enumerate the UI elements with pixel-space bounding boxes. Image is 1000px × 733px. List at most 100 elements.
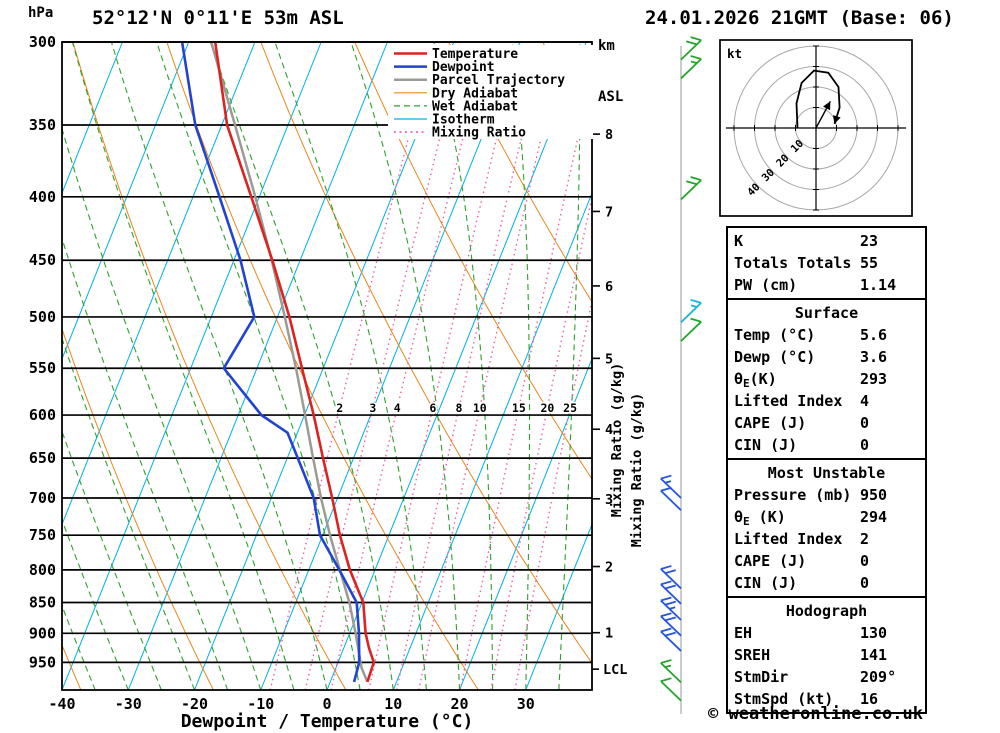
stat-label: CAPE (J) [734,552,807,570]
stat-row: Lifted Index 4 [728,390,925,412]
svg-text:4: 4 [605,422,613,438]
asl-unit-line: ASL [598,89,624,105]
stat-row: StmSpd (kt) 16 [728,688,925,710]
stat-label: θE (K) [734,508,786,528]
stat-value: 55 [860,254,879,272]
legend-item-label: Wet Adiabat [432,99,518,114]
hodograph-box: Hodograph EH 130 SREH 141 StmDir 209° StmSpd (k… [726,596,927,714]
svg-text:550: 550 [29,359,56,377]
hodograph-unit-label: kt [727,46,742,61]
parcel-trajectory-curve [209,42,369,683]
stat-row: CAPE (J) 0 [728,412,925,434]
svg-text:15: 15 [512,401,526,415]
stat-value: 23 [860,232,879,250]
stat-value: 1.14 [860,276,897,294]
svg-text:10: 10 [473,401,487,415]
svg-text:2: 2 [605,560,613,576]
svg-text:20: 20 [540,401,554,415]
svg-text:950: 950 [29,653,56,671]
hodograph-trace [795,69,841,129]
svg-text:20: 20 [450,695,468,713]
stat-value: 0 [860,552,870,570]
stat-row: PW (cm) 1.14 [728,274,925,296]
svg-text:4: 4 [394,401,401,415]
x-axis-title: Dewpoint / Temperature (°C) [181,711,474,732]
stats-panel: K 23 Totals Totals 55 PW (cm) 1.14 Surface Temp… [726,226,927,714]
stat-row: Temp (°C) 5.6 [728,324,925,346]
stat-row: EH 130 [728,622,925,644]
svg-text:450: 450 [29,251,56,269]
svg-text:400: 400 [29,188,56,206]
stat-row: Totals Totals 55 [728,252,925,274]
stat-row: StmDir 209° [728,666,925,688]
stat-label: SREH [734,646,771,664]
svg-text:-10: -10 [247,695,274,713]
pressure-axis-labels: 300 350 400 450 500 550 600 650 700 750 800 850 900 9… [29,33,56,671]
stat-value: 950 [860,486,888,504]
svg-text:Mixing Ratio (g/kg): Mixing Ratio (g/kg) [629,393,645,547]
svg-text:30: 30 [517,695,535,713]
stat-row: CAPE (J) 0 [728,550,925,572]
stat-label: Dewp (°C) [734,348,816,366]
stat-value: 209° [860,668,897,686]
stat-value: 4 [860,392,870,410]
svg-text:350: 350 [29,116,56,134]
box-title: Surface [794,304,859,322]
mixing-ratio-value-labels: 2 3 4 6 8 10 15 20 25 [335,399,579,416]
stat-row: Dewp (°C) 3.6 [728,346,925,368]
svg-text:8: 8 [605,127,613,143]
dewpoint-curve [180,42,361,683]
svg-text:7: 7 [605,204,613,220]
stat-label: Pressure (mb) [734,486,852,504]
stat-label: Lifted Index [734,392,843,410]
legend-item-label: Mixing Ratio [432,126,526,141]
legend-item-label: Dry Adiabat [432,86,518,101]
svg-text:600: 600 [29,406,56,424]
svg-text:-40: -40 [48,695,75,713]
stat-row: CIN (J) 0 [728,572,925,594]
svg-text:6: 6 [429,401,436,415]
stat-row: CIN (J) 0 [728,434,925,456]
stat-row: K 23 [728,230,925,252]
indices-box: K 23 Totals Totals 55 PW (cm) 1.14 [726,226,927,300]
svg-text:6: 6 [605,279,613,295]
svg-text:0: 0 [322,695,331,713]
svg-text:8: 8 [456,401,463,415]
stat-row: θE (K) 294 [728,506,925,528]
temperature-curve [213,42,376,683]
copyright-text: © weatheronline.co.uk [708,704,923,724]
stat-value: 130 [860,624,888,642]
legend-item-label: Parcel Trajectory [432,73,565,88]
stat-row: θE(K) 293 [728,368,925,390]
svg-text:5: 5 [605,351,613,367]
box-title: Most Unstable [767,464,886,482]
svg-text:500: 500 [29,308,56,326]
svg-text:800: 800 [29,561,56,579]
isotherms [62,42,592,690]
stat-label: CAPE (J) [734,414,807,432]
svg-text:10: 10 [384,695,402,713]
temperature-axis: -40 -30 -20 -10 0 10 20 30 Dewpoint / Temperatur… [48,695,534,732]
stat-row: Pressure (mb) 950 [728,484,925,506]
svg-text:300: 300 [29,33,56,51]
svg-text:3: 3 [369,401,376,415]
box-title: Hodograph [785,602,868,620]
stat-row: Lifted Index 2 [728,528,925,550]
stat-value: 294 [860,508,888,526]
stat-label: StmSpd (kt) [734,690,834,708]
svg-text:1: 1 [605,626,613,642]
stat-label: StmDir [734,668,789,686]
stat-label: θE(K) [734,370,777,390]
surface-box: Surface Temp (°C) 5.6 Dewp (°C) 3.6 θE(K) 293 L… [726,298,927,460]
plot-border [61,41,593,691]
svg-text:900: 900 [29,624,56,642]
svg-text:3: 3 [605,492,613,508]
stat-value: 0 [860,414,870,432]
stat-label: Temp (°C) [734,326,816,344]
svg-text:Mixing Ratio (g/kg): Mixing Ratio (g/kg) [609,363,625,517]
stat-label: PW (cm) [734,276,798,294]
svg-text:650: 650 [29,449,56,467]
